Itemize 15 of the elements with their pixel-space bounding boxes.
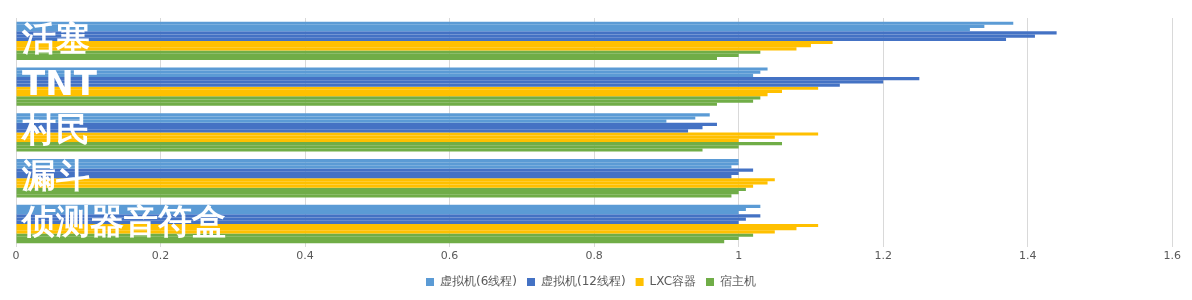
- legend-label: 虚拟机(6线程): [439, 274, 517, 289]
- x-tick-label: 1.6: [1163, 249, 1181, 263]
- x-tick-label: 0.4: [296, 249, 314, 263]
- x-tick-label: 0.2: [151, 249, 170, 263]
- x-tick-label: 0.6: [440, 249, 459, 263]
- x-tick-label: 0.8: [585, 249, 603, 263]
- bar: [16, 96, 761, 100]
- legend-label: LXC容器: [649, 274, 697, 289]
- bar: [16, 67, 768, 71]
- x-tick-label: 0: [12, 249, 20, 263]
- x-tick-label: 1: [735, 249, 743, 263]
- legend-label: 虚拟机(12线程): [540, 274, 626, 289]
- x-tick-label: 1.4: [1018, 249, 1037, 263]
- legend-label: 宿主机: [720, 274, 757, 289]
- x-tick-label: 1.2: [874, 249, 892, 263]
